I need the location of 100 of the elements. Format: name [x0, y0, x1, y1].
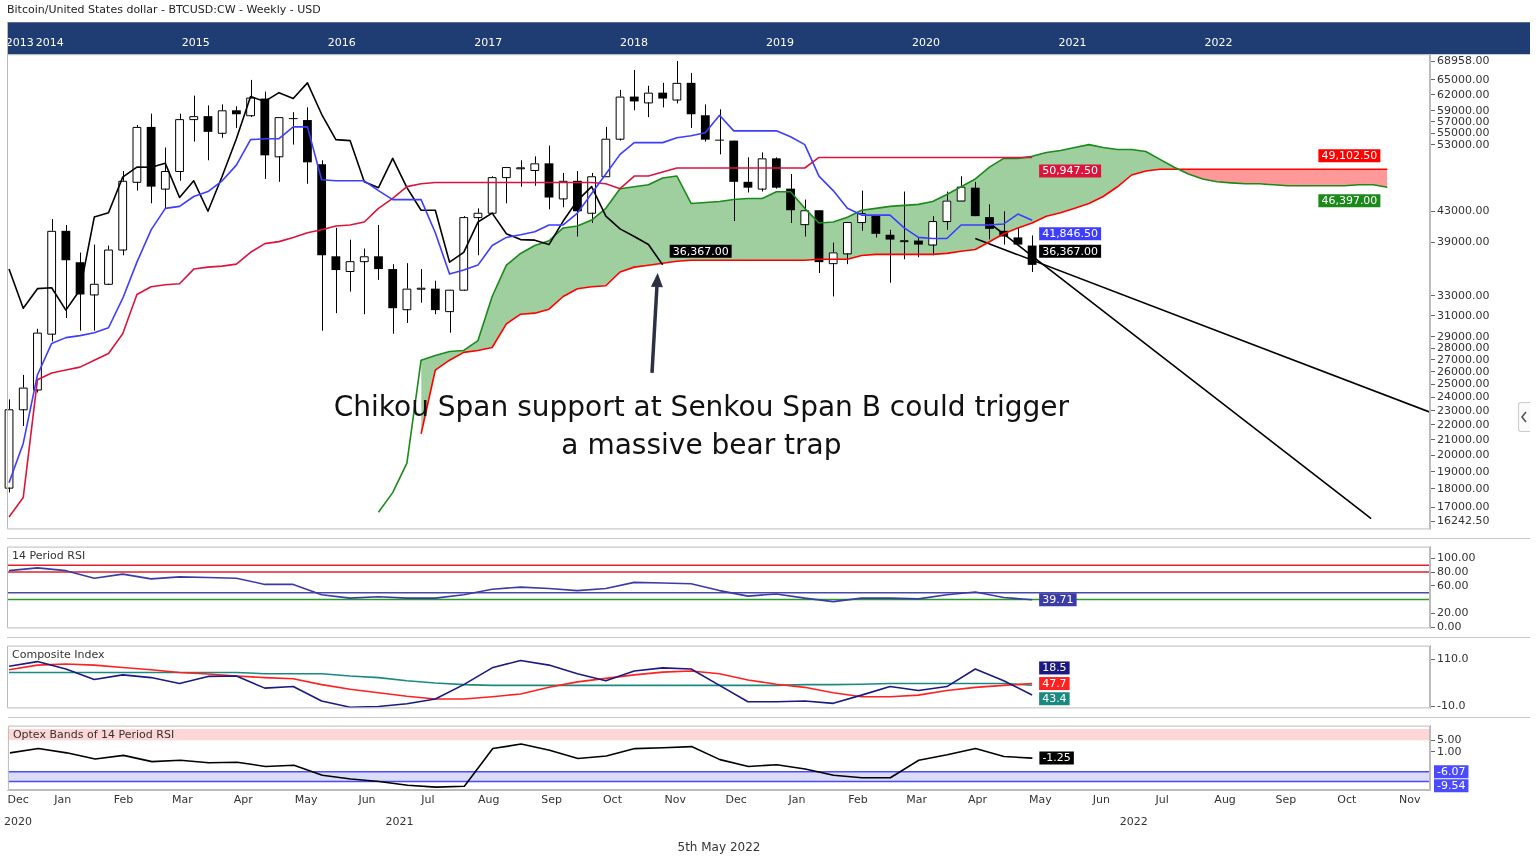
x2-tick-label: 2014 — [35, 36, 64, 50]
ref-line-label: -6.07 — [1437, 765, 1466, 779]
x-tick-label: Sep — [541, 793, 562, 807]
chart-title: Optex Bands of 14 Period RSI — [12, 727, 175, 741]
x2-tick-label: 2021 — [1058, 36, 1087, 50]
x2-tick-label: 2021 — [385, 815, 414, 829]
candlestick — [715, 108, 724, 155]
y-tick-label: 65000.00 — [1437, 72, 1490, 86]
candlestick — [331, 227, 341, 314]
y-tick-label: 27000.00 — [1437, 352, 1490, 366]
y-tick-label: 22000.00 — [1437, 417, 1490, 431]
candlestick — [288, 111, 298, 146]
y-tick-label: 31000.00 — [1437, 308, 1490, 322]
x2-tick-label: 2015 — [181, 36, 210, 50]
chart-title: 14 Period RSI — [12, 548, 86, 562]
x-tick-label: Dec — [725, 793, 747, 807]
x2-tick-label: 2020 — [912, 36, 941, 50]
candlestick — [203, 104, 213, 161]
x-tick-label: May — [294, 793, 318, 807]
y-tick-label: 39000.00 — [1437, 235, 1490, 249]
candlestick — [430, 280, 440, 315]
x-tick-label: Oct — [1337, 793, 1358, 807]
x-tick-label: Apr — [233, 793, 254, 807]
data-label: 49,102.50 — [1321, 149, 1378, 163]
y-tick-label: 24000.00 — [1437, 390, 1490, 404]
data-label: 43.4 — [1042, 692, 1067, 706]
y-tick-label: 55000.00 — [1437, 125, 1490, 139]
y-tick-label: 26000.00 — [1437, 364, 1490, 378]
y-tick-label: 5.00 — [1437, 733, 1462, 747]
x-tick-label: Jul — [1154, 793, 1169, 807]
y-tick-label: 0.00 — [1437, 619, 1462, 633]
y-tick-label: 68958.00 — [1437, 53, 1490, 67]
data-label: 41,846.50 — [1042, 227, 1099, 241]
ref-line-label: -9.54 — [1437, 779, 1466, 793]
x2-tick-label: 2022 — [1204, 36, 1233, 50]
x-tick-label: Nov — [664, 793, 687, 807]
y-tick-label: 110.0 — [1437, 652, 1469, 666]
candlestick — [786, 173, 795, 224]
x-tick-label: Apr — [968, 793, 988, 807]
x-tick-label: Aug — [1214, 793, 1236, 807]
y-tick-label: 25000.00 — [1437, 377, 1490, 391]
chart-title: Composite Index — [12, 647, 105, 661]
x2-tick-label: 2022 — [1119, 815, 1148, 829]
x-tick-label: Mar — [906, 793, 928, 807]
x-tick-label: Jan — [787, 793, 806, 807]
data-label: 50,947.50 — [1042, 164, 1099, 178]
y-tick-label: 100.00 — [1437, 551, 1476, 565]
y-tick-label: 1.00 — [1437, 744, 1462, 758]
x2-tick-label: 2020 — [4, 815, 33, 829]
text: 36,367.00 — [1042, 244, 1099, 258]
data-label: -1.25 — [1042, 751, 1071, 765]
y-tick-label: 17000.00 — [1437, 499, 1490, 513]
x2-tick-label: 2018 — [620, 36, 649, 50]
y-tick-label: 80.00 — [1437, 564, 1469, 578]
candlestick — [374, 224, 383, 281]
y-tick-label: 21000.00 — [1437, 432, 1490, 446]
x-tick-label: Feb — [113, 793, 134, 807]
x-tick-label: Aug — [477, 793, 500, 807]
data-label: 46,397.00 — [1321, 194, 1378, 208]
x2-tick-label: 2013 — [5, 36, 34, 50]
data-label: 18.5 — [1042, 661, 1067, 675]
data-label: 47.7 — [1042, 676, 1067, 690]
x2-tick-label: 2016 — [327, 36, 356, 50]
y-tick-label: 33000.00 — [1437, 288, 1490, 302]
y-tick-label: 43000.00 — [1437, 204, 1490, 218]
text: 5th May 2022 — [677, 840, 761, 855]
candlestick — [885, 229, 895, 284]
y-tick-label: 23000.00 — [1437, 403, 1490, 417]
x-tick-label: Mar — [171, 793, 194, 807]
y-tick-label: -10.0 — [1437, 698, 1466, 712]
y-tick-label: 19000.00 — [1437, 464, 1490, 478]
x-tick-label: Dec — [7, 793, 29, 807]
y-tick-label: 28000.00 — [1437, 341, 1490, 355]
y-tick-label: 62000.00 — [1437, 87, 1490, 101]
x-tick-label: Jan — [53, 793, 72, 807]
x-tick-label: Feb — [848, 793, 868, 807]
x-tick-label: Jun — [357, 793, 376, 807]
x2-tick-label: 2017 — [474, 36, 503, 50]
y-tick-label: 29000.00 — [1437, 329, 1490, 343]
data-label: 36,367.00 — [672, 244, 729, 258]
x-tick-label: Jun — [1091, 793, 1110, 807]
candlestick — [231, 105, 241, 129]
y-tick-label: 20000.00 — [1437, 448, 1490, 462]
candlestick — [914, 237, 923, 258]
x2-tick-label: 2019 — [766, 36, 795, 50]
chart-title: Bitcoin/United States dollar - BTCUSD:CW - Weekly - USD — [7, 3, 321, 17]
y-tick-label: 60.00 — [1437, 578, 1469, 592]
y-tick-label: 20.00 — [1437, 606, 1469, 620]
y-tick-label: 59000.00 — [1437, 103, 1490, 117]
x-tick-label: May — [1029, 793, 1053, 807]
x-tick-label: Jul — [420, 793, 435, 807]
candlestick — [658, 82, 668, 108]
y-tick-label: 18000.00 — [1437, 481, 1490, 495]
data-label: 39.71 — [1042, 593, 1074, 607]
y-tick-label: 57000.00 — [1437, 114, 1490, 128]
y-tick-label: 16242.50 — [1437, 514, 1490, 528]
x-tick-label: Nov — [1398, 793, 1421, 807]
y-tick-label: 53000.00 — [1437, 137, 1490, 151]
candlestick — [743, 156, 753, 194]
x-tick-label: Sep — [1275, 793, 1297, 807]
